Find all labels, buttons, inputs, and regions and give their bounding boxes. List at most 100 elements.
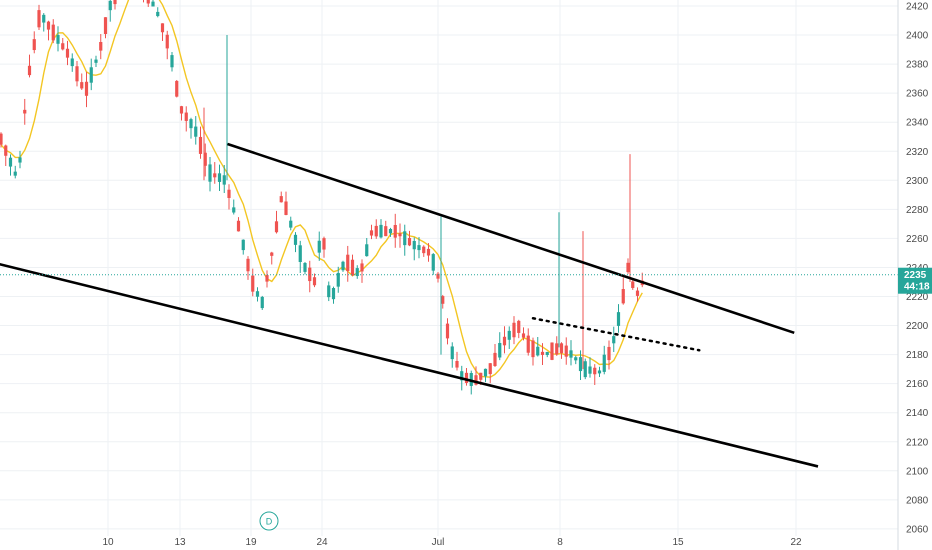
candle-body bbox=[612, 336, 616, 344]
candle-body bbox=[170, 55, 174, 68]
candle-body bbox=[241, 239, 245, 251]
candle-body bbox=[593, 367, 597, 375]
candle-body bbox=[555, 343, 559, 355]
candle-body bbox=[270, 252, 274, 256]
candle-body bbox=[179, 106, 184, 114]
candle-body bbox=[341, 261, 345, 271]
candle-body bbox=[322, 238, 326, 250]
candle-body bbox=[184, 112, 188, 121]
interval-circle-icon[interactable] bbox=[259, 511, 279, 531]
candle-body bbox=[203, 152, 207, 166]
candle-body bbox=[374, 225, 378, 237]
candle-body bbox=[42, 14, 46, 23]
candle-body bbox=[289, 220, 293, 228]
candle-body bbox=[246, 258, 250, 272]
candle-body bbox=[379, 224, 383, 238]
time-axis[interactable]: 10 13 19 24 Jul 8 15 22 bbox=[102, 537, 802, 548]
price-tick-label: 2180 bbox=[906, 350, 929, 361]
candle-body bbox=[407, 237, 412, 246]
candle-body bbox=[194, 126, 198, 137]
trendline-2 bbox=[0, 263, 819, 468]
candle-body bbox=[37, 10, 41, 28]
candle-body bbox=[160, 23, 165, 33]
candle-body bbox=[574, 357, 578, 361]
candle-body bbox=[384, 226, 388, 237]
candle-body bbox=[175, 80, 179, 97]
candle-body bbox=[350, 259, 355, 276]
candle-body bbox=[317, 240, 321, 253]
candle-body bbox=[293, 234, 298, 245]
candle-body bbox=[265, 275, 269, 282]
candle-body bbox=[279, 196, 283, 203]
candle-body bbox=[540, 351, 545, 355]
price-tick-label: 2280 bbox=[906, 205, 929, 216]
candle-body bbox=[422, 246, 426, 254]
price-tick-label: 2360 bbox=[906, 89, 929, 100]
candle-body bbox=[298, 245, 302, 262]
candle-body bbox=[355, 268, 359, 277]
price-tick-label: 2160 bbox=[906, 379, 929, 390]
price-tick-label: 2420 bbox=[906, 2, 929, 13]
candle-body bbox=[156, 11, 160, 17]
time-tick-label: 22 bbox=[790, 537, 802, 548]
candle-body bbox=[23, 109, 27, 114]
candle-body bbox=[417, 245, 421, 251]
candle-body bbox=[32, 39, 36, 51]
time-tick-label: 19 bbox=[245, 537, 257, 548]
candle-body bbox=[512, 322, 516, 338]
candle-body bbox=[583, 361, 587, 378]
time-tick-label: 24 bbox=[316, 537, 328, 548]
candle-body bbox=[260, 296, 264, 309]
candle-body bbox=[507, 330, 511, 340]
grid bbox=[0, 0, 898, 536]
candle-body bbox=[578, 357, 583, 372]
candle-body bbox=[198, 136, 203, 154]
time-tick-label: 13 bbox=[174, 537, 186, 548]
candle-body bbox=[61, 43, 65, 50]
candle-body bbox=[346, 254, 350, 272]
price-tick-label: 2380 bbox=[906, 60, 929, 71]
last-price-badge: 2235 44:18 bbox=[898, 267, 932, 294]
price-tick-label: 2260 bbox=[906, 234, 929, 245]
moving-average-line bbox=[0, 0, 643, 378]
candle-body bbox=[521, 333, 526, 338]
price-tick-label: 2140 bbox=[906, 408, 929, 419]
candle-body bbox=[274, 221, 279, 233]
candle-body bbox=[360, 263, 364, 272]
candle-body bbox=[431, 254, 435, 271]
time-tick-label: 8 bbox=[557, 537, 563, 548]
candle-body bbox=[108, 0, 112, 11]
candle-body bbox=[27, 65, 32, 76]
candle-body bbox=[213, 173, 217, 178]
candle-body bbox=[13, 171, 17, 176]
candle-body bbox=[255, 291, 260, 297]
candle-body bbox=[0, 133, 3, 145]
candle-body bbox=[488, 363, 492, 375]
price-tick-label: 2340 bbox=[906, 118, 929, 129]
candle-body bbox=[616, 312, 621, 326]
candle-body bbox=[189, 119, 193, 129]
candle-body bbox=[331, 288, 336, 300]
candle-body bbox=[517, 320, 521, 333]
time-tick-label: Jul bbox=[432, 537, 445, 548]
candle-body bbox=[403, 231, 407, 246]
price-axis[interactable]: 2060208021002120214021602180220022202240… bbox=[906, 2, 929, 536]
candle-body bbox=[80, 82, 84, 89]
candle-body bbox=[236, 220, 241, 232]
candle-body bbox=[426, 248, 431, 256]
price-tick-label: 2100 bbox=[906, 466, 929, 477]
candle-body bbox=[498, 342, 502, 358]
candle-body bbox=[450, 346, 454, 360]
price-tick-label: 2120 bbox=[906, 437, 929, 448]
candle-body bbox=[51, 24, 55, 41]
candle-body bbox=[455, 361, 459, 368]
candle-body bbox=[564, 345, 568, 357]
candle-body bbox=[99, 41, 103, 51]
candle-body bbox=[597, 370, 602, 374]
candle-body bbox=[536, 346, 540, 356]
interval-marker[interactable]: D bbox=[259, 511, 279, 531]
candle-body bbox=[365, 244, 369, 257]
candle-body bbox=[165, 34, 169, 49]
candle-body bbox=[103, 17, 108, 35]
